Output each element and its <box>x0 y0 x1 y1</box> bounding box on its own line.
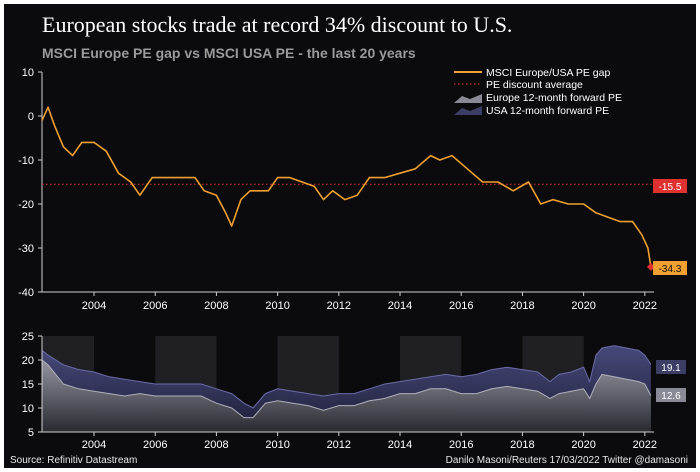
top-x-tick-label: 2012 <box>327 300 351 312</box>
last-label-text: -34.3 <box>659 264 682 275</box>
bottom-x-tick-label: 2008 <box>204 439 228 451</box>
top-x-tick-label: 2022 <box>633 300 657 312</box>
last-value-label: -34.3 <box>653 261 687 275</box>
chart-title: European stocks trade at record 34% disc… <box>42 12 513 37</box>
last-label-box <box>653 261 687 275</box>
legend-label-average: PE discount average <box>486 79 583 91</box>
bottom-y-tick-label: 5 <box>28 427 34 439</box>
bottom-x-tick-label: 2006 <box>143 439 167 451</box>
usa-label-box <box>656 360 686 374</box>
legend-swatch-europe <box>454 94 482 103</box>
top-y-tick-label: -40 <box>18 287 34 299</box>
bottom-x-tick-label: 2004 <box>82 439 106 451</box>
legend: MSCI Europe/USA PE gap PE discount avera… <box>454 67 622 117</box>
top-y-tick-label: -20 <box>18 199 34 211</box>
top-x-tick-label: 2014 <box>388 300 412 312</box>
europe-label-box <box>656 388 686 402</box>
legend-label-usa: USA 12-month forward PE <box>486 105 609 117</box>
bottom-x-tick-label: 2014 <box>388 439 412 451</box>
bottom-x-tick-label: 2016 <box>449 439 473 451</box>
europe-pe-area <box>42 360 651 432</box>
bottom-x-tick-label: 2020 <box>571 439 595 451</box>
top-y-tick-label: -30 <box>18 243 34 255</box>
credit-note: Danilo Masoni/Reuters 17/03/2022 Twitter… <box>445 455 688 466</box>
top-y-tick-label: -10 <box>18 155 34 167</box>
usa-pe-line <box>41 345 652 409</box>
top-axes <box>41 72 654 293</box>
legend-label-europe: Europe 12-month forward PE <box>486 92 622 104</box>
bottom-y-tick-label: 20 <box>22 355 34 367</box>
legend-swatch-usa <box>454 106 482 115</box>
top-x-tick-label: 2016 <box>449 300 473 312</box>
chart-subtitle: MSCI Europe PE gap vs MSCI USA PE - the … <box>42 45 416 61</box>
bottom-y-tick-label: 10 <box>22 403 34 415</box>
usa-value-label: 19.1 <box>656 360 686 374</box>
bottom-x-tick-label: 2010 <box>265 439 289 451</box>
source-note: Source: Refinitiv Datastream <box>10 455 138 466</box>
top-x-tick-label: 2010 <box>265 300 289 312</box>
pe-gap-line <box>41 106 652 268</box>
top-y-tick-label: 10 <box>22 67 34 79</box>
bottom-x-tick-label: 2018 <box>510 439 534 451</box>
europe-label-text: 12.6 <box>661 391 681 402</box>
bottom-y-tick-label: 25 <box>22 331 34 343</box>
europe-pe-line <box>41 359 652 419</box>
top-x-tick-label: 2004 <box>82 300 106 312</box>
top-x-tick-label: 2006 <box>143 300 167 312</box>
top-x-tick-label: 2008 <box>204 300 228 312</box>
avg-value-label: -15.5 <box>653 179 687 193</box>
top-x-tick-label: 2020 <box>571 300 595 312</box>
top-y-tick-label: 0 <box>28 111 34 123</box>
legend-label-gap: MSCI Europe/USA PE gap <box>486 67 610 79</box>
bottom-y-tick-label: 15 <box>22 379 34 391</box>
last-value-marker <box>646 262 655 271</box>
bottom-x-tick-label: 2012 <box>327 439 351 451</box>
usa-label-text: 19.1 <box>661 363 681 374</box>
top-x-tick-label: 2018 <box>510 300 534 312</box>
bottom-x-tick-label: 2022 <box>633 439 657 451</box>
chart-frame: European stocks trade at record 34% disc… <box>4 4 696 468</box>
avg-label-text: -15.5 <box>659 182 682 193</box>
europe-value-label: 12.6 <box>656 388 686 402</box>
chart-canvas: 100-10-20-30-40 2004 2006 2008 2010 2012 2014… <box>18 67 687 451</box>
avg-label-box <box>653 179 687 193</box>
